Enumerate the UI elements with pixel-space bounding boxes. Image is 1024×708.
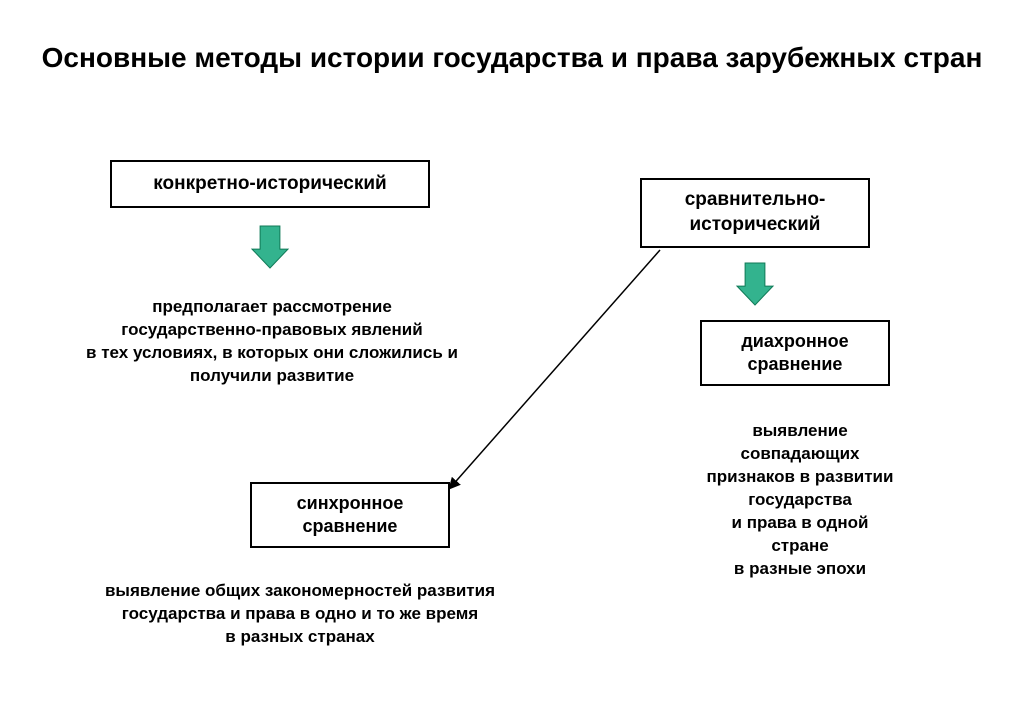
node-synchronic-comparison: синхронноесравнение (250, 482, 450, 548)
node-diachronic-comparison: диахронноесравнение (700, 320, 890, 386)
desc-concrete: предполагает рассмотрениегосударственно-… (42, 296, 502, 388)
diagram-canvas: Основные методы истории государства и пр… (0, 0, 1024, 708)
block-arrow-icon (252, 226, 288, 268)
block-arrow-icon (737, 263, 773, 305)
node-concrete-historical: конкретно-исторический (110, 160, 430, 208)
diagram-title: Основные методы истории государства и пр… (0, 40, 1024, 75)
desc-diachronic: выявлениесовпадающихпризнаков в развитии… (680, 420, 920, 581)
node-comparative-historical: сравнительно-исторический (640, 178, 870, 248)
desc-synchronic: выявление общих закономерностей развития… (50, 580, 550, 649)
